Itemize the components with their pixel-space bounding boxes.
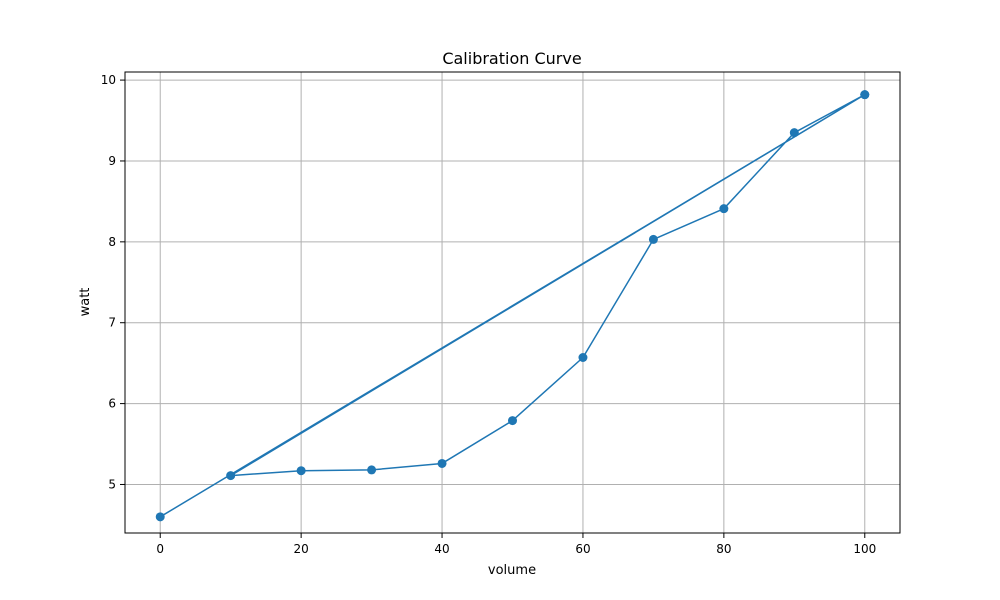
data-point: [437, 458, 447, 468]
x-tick-label: 80: [716, 542, 731, 556]
plot-frame: [124, 71, 901, 534]
ticks-layer: 0 20 40 60 80 100 5 6 7 8 9 10: [101, 73, 877, 556]
y-tick-label: 5: [108, 477, 116, 491]
data-point: [155, 512, 165, 522]
data-point: [508, 416, 517, 426]
data-point: [367, 465, 377, 475]
y-tick-label: 9: [108, 154, 116, 168]
y-tick-label: 6: [108, 397, 116, 411]
series-line: [159, 93, 866, 518]
data-point: [648, 234, 658, 244]
data-point: [226, 471, 236, 481]
x-tick-label: 40: [434, 542, 449, 556]
x-tick-label: 0: [156, 542, 164, 556]
series-layer: [155, 90, 870, 522]
grid-layer: [125, 72, 900, 533]
chart-title: Calibration Curve: [442, 49, 581, 68]
data-point: [296, 466, 306, 476]
y-tick-label: 8: [108, 235, 116, 249]
y-tick-label: 7: [108, 316, 116, 330]
x-axis-label: volume: [488, 563, 536, 578]
x-tick-label: 60: [575, 542, 590, 556]
y-tick-label: 10: [101, 73, 116, 87]
x-tick-label: 100: [853, 542, 876, 556]
data-point: [789, 128, 799, 138]
x-tick-label: 20: [293, 542, 308, 556]
y-axis-label: watt: [78, 288, 93, 317]
data-point: [860, 90, 870, 100]
data-point: [719, 204, 729, 214]
data-point: [578, 352, 588, 362]
